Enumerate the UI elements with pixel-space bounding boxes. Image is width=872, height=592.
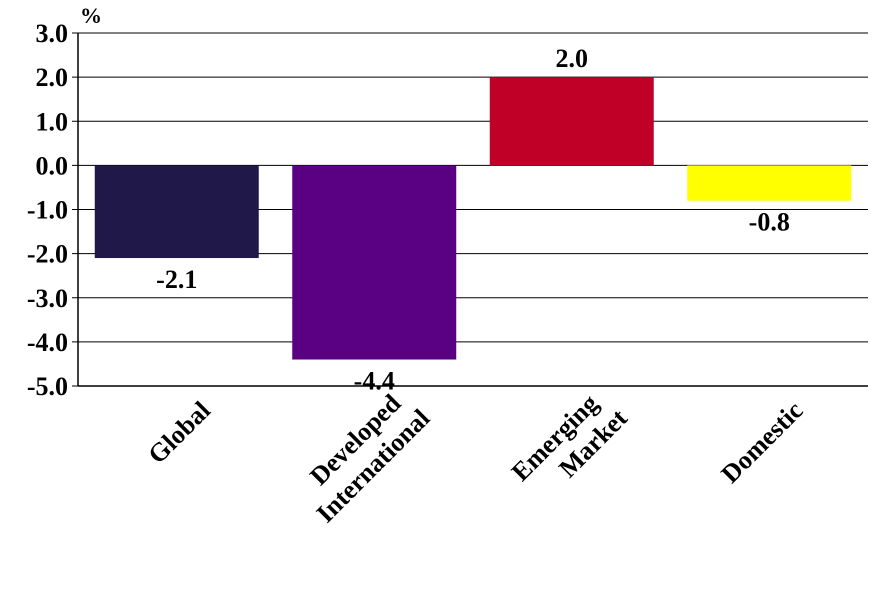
data-labels: -2.1 -4.4 2.0 -0.8 — [156, 44, 790, 395]
y-tick-label: -1.0 — [27, 196, 68, 225]
y-tick-label: -2.0 — [27, 240, 68, 269]
y-tick-label: -5.0 — [27, 372, 68, 401]
bars — [94, 77, 852, 360]
data-label: -4.4 — [354, 367, 395, 396]
x-tick-label-line: Global — [142, 396, 216, 470]
y-tick-label: 3.0 — [36, 19, 69, 48]
x-tick-label: Domestic — [715, 396, 808, 489]
data-label: -2.1 — [156, 265, 197, 294]
y-unit-label: % — [80, 3, 102, 28]
axes — [72, 32, 868, 387]
x-tick-label: Global — [142, 396, 216, 470]
bar — [687, 165, 852, 201]
x-tick-label-line: Domestic — [715, 396, 808, 489]
y-tick-label: -3.0 — [27, 284, 68, 313]
y-tick-label: 2.0 — [36, 63, 69, 92]
y-tick-labels: 3.0 2.0 1.0 0.0 -1.0 -2.0 -3.0 -4.0 -5.0 — [27, 19, 68, 401]
y-tick-label: -4.0 — [27, 328, 68, 357]
bar — [489, 77, 654, 166]
y-tick-label: 0.0 — [36, 151, 69, 180]
data-label: -0.8 — [749, 208, 790, 237]
bar — [94, 165, 259, 259]
y-tick-label: 1.0 — [36, 107, 69, 136]
data-label: 2.0 — [556, 44, 589, 73]
bar — [292, 165, 457, 360]
